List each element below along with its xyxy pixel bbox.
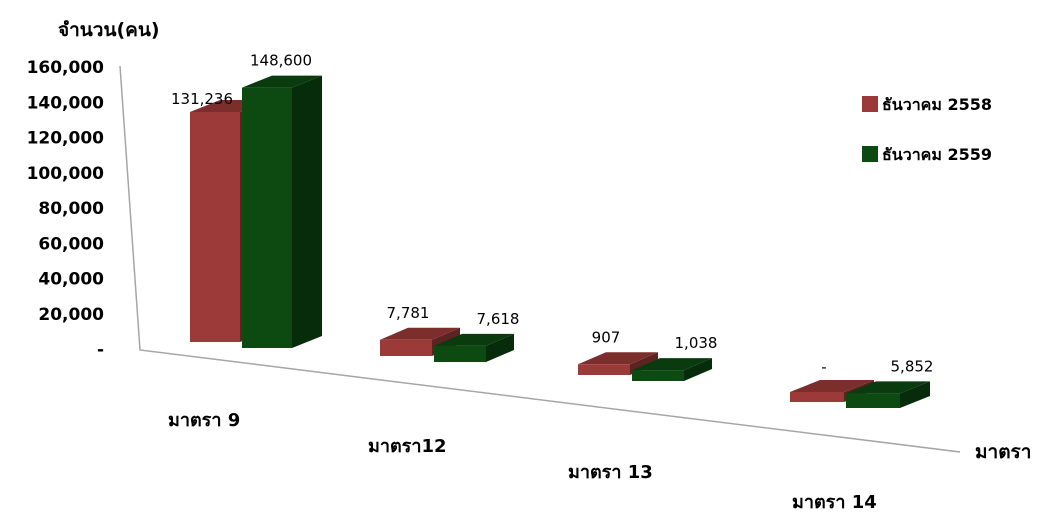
chart-axes xyxy=(119,65,961,453)
axis-wall-line xyxy=(119,65,961,453)
bar-top xyxy=(242,75,322,88)
data-label: 1,038 xyxy=(675,334,718,352)
bar-2559-4 xyxy=(846,381,930,408)
bar-front xyxy=(434,345,486,362)
data-label: 907 xyxy=(592,328,621,346)
data-label: 131,236 xyxy=(171,90,233,108)
y-tick-label: 120,000 xyxy=(27,129,105,149)
legend-swatch xyxy=(862,146,878,162)
x-tick-label: มาตรา12 xyxy=(368,436,447,457)
legend-swatch xyxy=(862,96,878,112)
bar-front xyxy=(242,87,292,348)
y-tick-label: 20,000 xyxy=(38,305,104,325)
y-tick-label: 160,000 xyxy=(27,58,105,78)
y-tick-label: 80,000 xyxy=(38,199,104,219)
bar-front xyxy=(578,364,630,375)
data-label: 148,600 xyxy=(250,52,312,70)
y-tick-label: 40,000 xyxy=(38,270,104,290)
bar-front xyxy=(380,339,432,356)
bar-top xyxy=(846,381,930,394)
bar-top xyxy=(434,333,514,346)
bar-side xyxy=(684,358,712,381)
legend-label: ธันวาคม 2559 xyxy=(882,145,992,164)
data-label: 7,781 xyxy=(387,304,430,322)
bar-side xyxy=(292,75,322,348)
legend: ธันวาคม 2558 ธันวาคม 2559 xyxy=(862,95,992,164)
x-tick-label: มาตรา 9 xyxy=(168,410,240,431)
legend-label: ธันวาคม 2558 xyxy=(882,95,992,114)
data-labels: 131,236 148,600 7,781 7,618 907 1,038 - 5,852 xyxy=(171,52,933,376)
y-tick-label: - xyxy=(97,340,104,360)
bar-top xyxy=(632,358,712,371)
bar-2559-2 xyxy=(434,333,514,362)
data-label: 7,618 xyxy=(477,310,520,328)
data-label: - xyxy=(821,358,826,376)
x-axis-label: มาตรา xyxy=(975,441,1031,463)
axis-floor-front xyxy=(839,436,961,453)
bar-front xyxy=(790,392,844,402)
bar-2559-3 xyxy=(632,358,712,381)
bar-front xyxy=(190,112,240,342)
y-axis-label: จำนวน(คน) xyxy=(58,19,160,41)
x-tick-label: มาตรา 14 xyxy=(792,492,877,512)
bar-2558-2 xyxy=(380,327,460,356)
bar-side xyxy=(486,333,514,362)
bar-front xyxy=(846,393,900,408)
bar-side xyxy=(900,381,930,408)
data-label: 5,852 xyxy=(891,357,934,375)
bar-top xyxy=(578,352,658,365)
chart-bars xyxy=(190,75,930,408)
y-tick-label: 100,000 xyxy=(27,164,105,184)
x-tick-label: มาตรา 13 xyxy=(568,462,653,483)
bar-top xyxy=(790,380,874,392)
y-tick-label: 140,000 xyxy=(27,93,105,113)
y-tick-label: 60,000 xyxy=(38,234,104,254)
bar-front xyxy=(632,370,684,381)
bar-top xyxy=(380,327,460,340)
y-axis-ticks: - 20,000 40,000 60,000 80,000 100,000 120,000 1… xyxy=(27,58,105,360)
x-axis-ticks: มาตรา 9 มาตรา12 มาตรา 13 มาตรา 14 xyxy=(168,410,877,512)
bar-2559-1 xyxy=(242,75,322,348)
